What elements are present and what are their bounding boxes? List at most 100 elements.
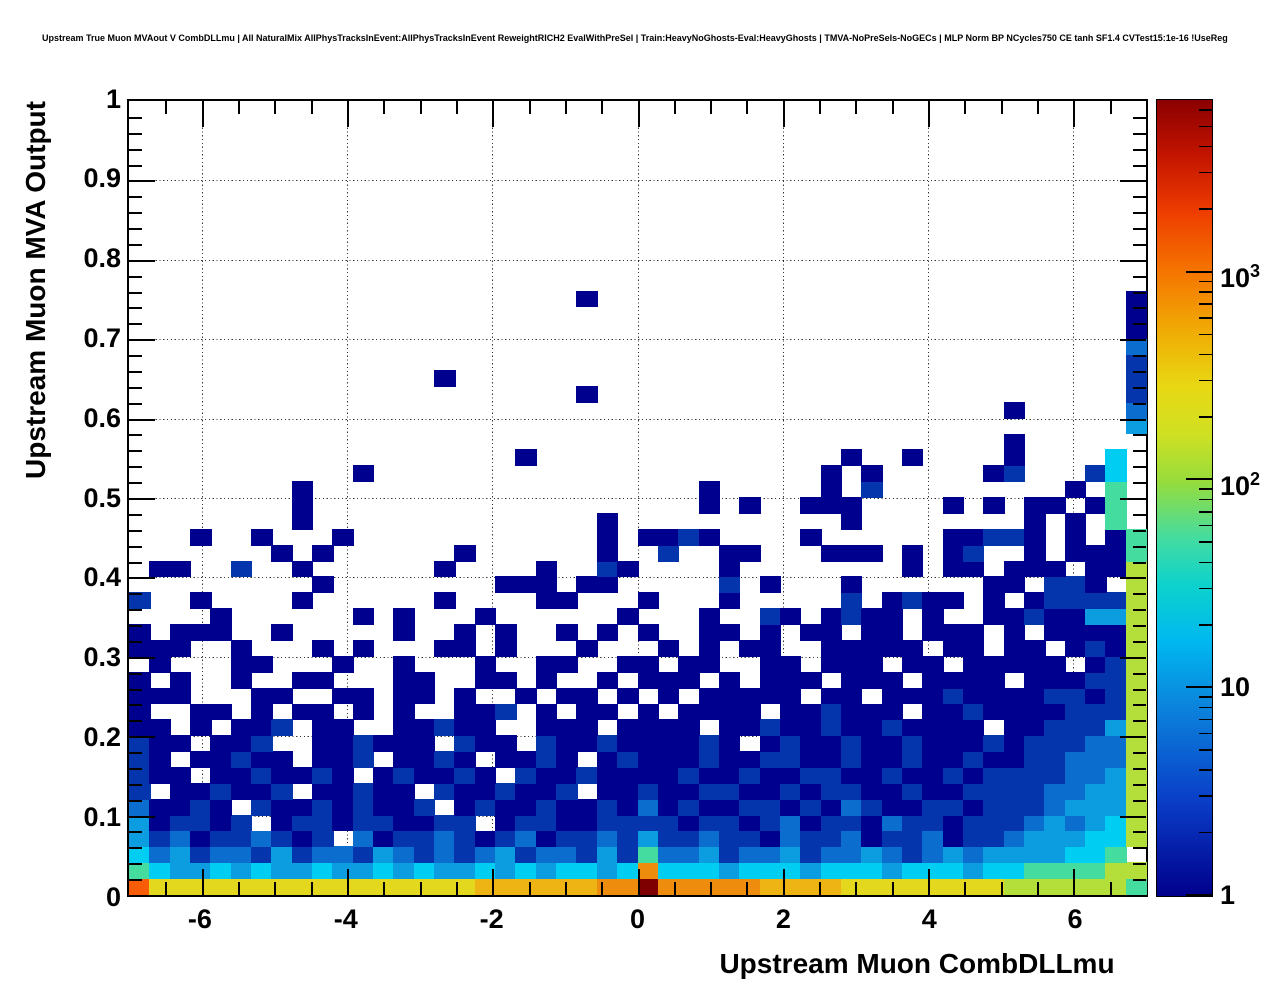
- heatmap-cell: [495, 782, 517, 800]
- heatmap-cell: [1003, 830, 1026, 848]
- heatmap-cell: [657, 862, 680, 880]
- heatmap-cell: [922, 735, 944, 753]
- heatmap-cell: [454, 624, 476, 641]
- heatmap-cell: [698, 878, 721, 895]
- heatmap-cell: [1003, 846, 1026, 864]
- heatmap-cell: [739, 719, 761, 737]
- colorbar-minor-tick: [1199, 561, 1212, 564]
- heatmap-cell: [881, 767, 904, 784]
- heatmap-cell: [759, 655, 782, 673]
- heatmap-cell: [210, 846, 232, 864]
- heatmap-cell: [393, 862, 415, 880]
- heatmap-cell: [1084, 560, 1107, 578]
- heatmap-cell: [535, 846, 558, 864]
- heatmap-cell: [1044, 814, 1066, 832]
- heatmap-cell: [474, 767, 497, 784]
- x-axis-tick: [782, 101, 785, 127]
- heatmap-cell: [576, 830, 599, 848]
- heatmap-cell: [922, 655, 944, 673]
- heatmap-cell: [1084, 608, 1107, 626]
- heatmap-cell: [942, 560, 965, 578]
- heatmap-cell: [922, 703, 944, 721]
- heatmap-cell: [861, 798, 883, 816]
- y-axis-tick: [1133, 116, 1146, 119]
- y-axis-tick: [129, 196, 142, 199]
- heatmap-cell: [1003, 814, 1026, 832]
- heatmap-cell: [617, 560, 639, 578]
- heatmap-cell: [820, 814, 843, 832]
- heatmap-cell: [698, 703, 721, 721]
- heatmap-cell: [739, 862, 761, 880]
- heatmap-cell: [739, 751, 761, 768]
- heatmap-cell: [779, 719, 802, 737]
- heatmap-cell: [759, 687, 782, 705]
- colorbar-minor-tick: [1199, 624, 1212, 626]
- heatmap-cell: [637, 846, 660, 864]
- heatmap-cell: [596, 767, 619, 784]
- heatmap-cell: [1003, 751, 1026, 768]
- heatmap-cell: [861, 624, 883, 641]
- heatmap-cell: [393, 671, 415, 689]
- heatmap-cell: [169, 814, 192, 832]
- heatmap-cell: [779, 671, 802, 689]
- heatmap-cell: [800, 703, 822, 721]
- y-axis-tick: [129, 259, 155, 262]
- y-axis-tick: [129, 132, 142, 135]
- heatmap-cell: [820, 608, 843, 626]
- heatmap-cell: [271, 687, 293, 705]
- heatmap-cell: [1044, 687, 1066, 705]
- heatmap-cell: [901, 449, 924, 467]
- heatmap-cell: [495, 878, 517, 895]
- y-axis-tick: [129, 879, 142, 882]
- heatmap-cell: [718, 671, 741, 689]
- heatmap-cell: [962, 703, 985, 721]
- heatmap-cell: [454, 862, 476, 880]
- heatmap-cell: [474, 735, 497, 753]
- heatmap-cell: [1064, 798, 1087, 816]
- colorbar-tick-exponent: 3: [1250, 261, 1261, 281]
- heatmap-cell: [983, 878, 1005, 895]
- x-tick-label: -6: [187, 904, 212, 934]
- x-axis-tick: [310, 882, 313, 895]
- y-axis-tick: [1133, 529, 1146, 532]
- heatmap-cell: [1064, 862, 1087, 880]
- heatmap-cell: [1084, 655, 1107, 673]
- heatmap-cell: [779, 751, 802, 768]
- heatmap-cell: [190, 862, 212, 880]
- y-tick-label: 0.4: [83, 562, 121, 593]
- heatmap-cell: [678, 798, 700, 816]
- heatmap-cell: [861, 465, 883, 483]
- heatmap-cell: [759, 719, 782, 737]
- heatmap-cell: [942, 751, 965, 768]
- y-axis-tick: [129, 720, 142, 723]
- heatmap-cell: [840, 751, 863, 768]
- heatmap-cell: [840, 576, 863, 594]
- heatmap-cell: [840, 592, 863, 610]
- heatmap-cell: [291, 878, 314, 895]
- heatmap-cell: [820, 687, 843, 705]
- heatmap-cell: [332, 814, 354, 832]
- heatmap-cell: [881, 751, 904, 768]
- heatmap-cell: [800, 782, 822, 800]
- x-axis-tick: [891, 101, 894, 114]
- heatmap-cell: [169, 846, 192, 864]
- heatmap-cell: [861, 782, 883, 800]
- y-axis-tick: [129, 831, 142, 834]
- heatmap-cell: [983, 655, 1005, 673]
- heatmap-cell: [657, 544, 680, 562]
- y-axis-tick: [1133, 752, 1146, 755]
- heatmap-cell: [474, 608, 497, 626]
- heatmap-cell: [169, 735, 192, 753]
- heatmap-cell: [1125, 385, 1148, 403]
- heatmap-cell: [312, 798, 334, 816]
- y-axis-tick: [129, 323, 142, 326]
- heatmap-cell: [1044, 608, 1066, 626]
- heatmap-cell: [637, 592, 660, 610]
- heatmap-cell: [1125, 878, 1148, 895]
- colorbar-minor-tick: [1199, 145, 1212, 148]
- heatmap-cell: [190, 751, 212, 768]
- heatmap-cell: [840, 798, 863, 816]
- heatmap-cell: [637, 830, 660, 848]
- heatmap-cell: [1084, 878, 1107, 895]
- heatmap-cell: [495, 751, 517, 768]
